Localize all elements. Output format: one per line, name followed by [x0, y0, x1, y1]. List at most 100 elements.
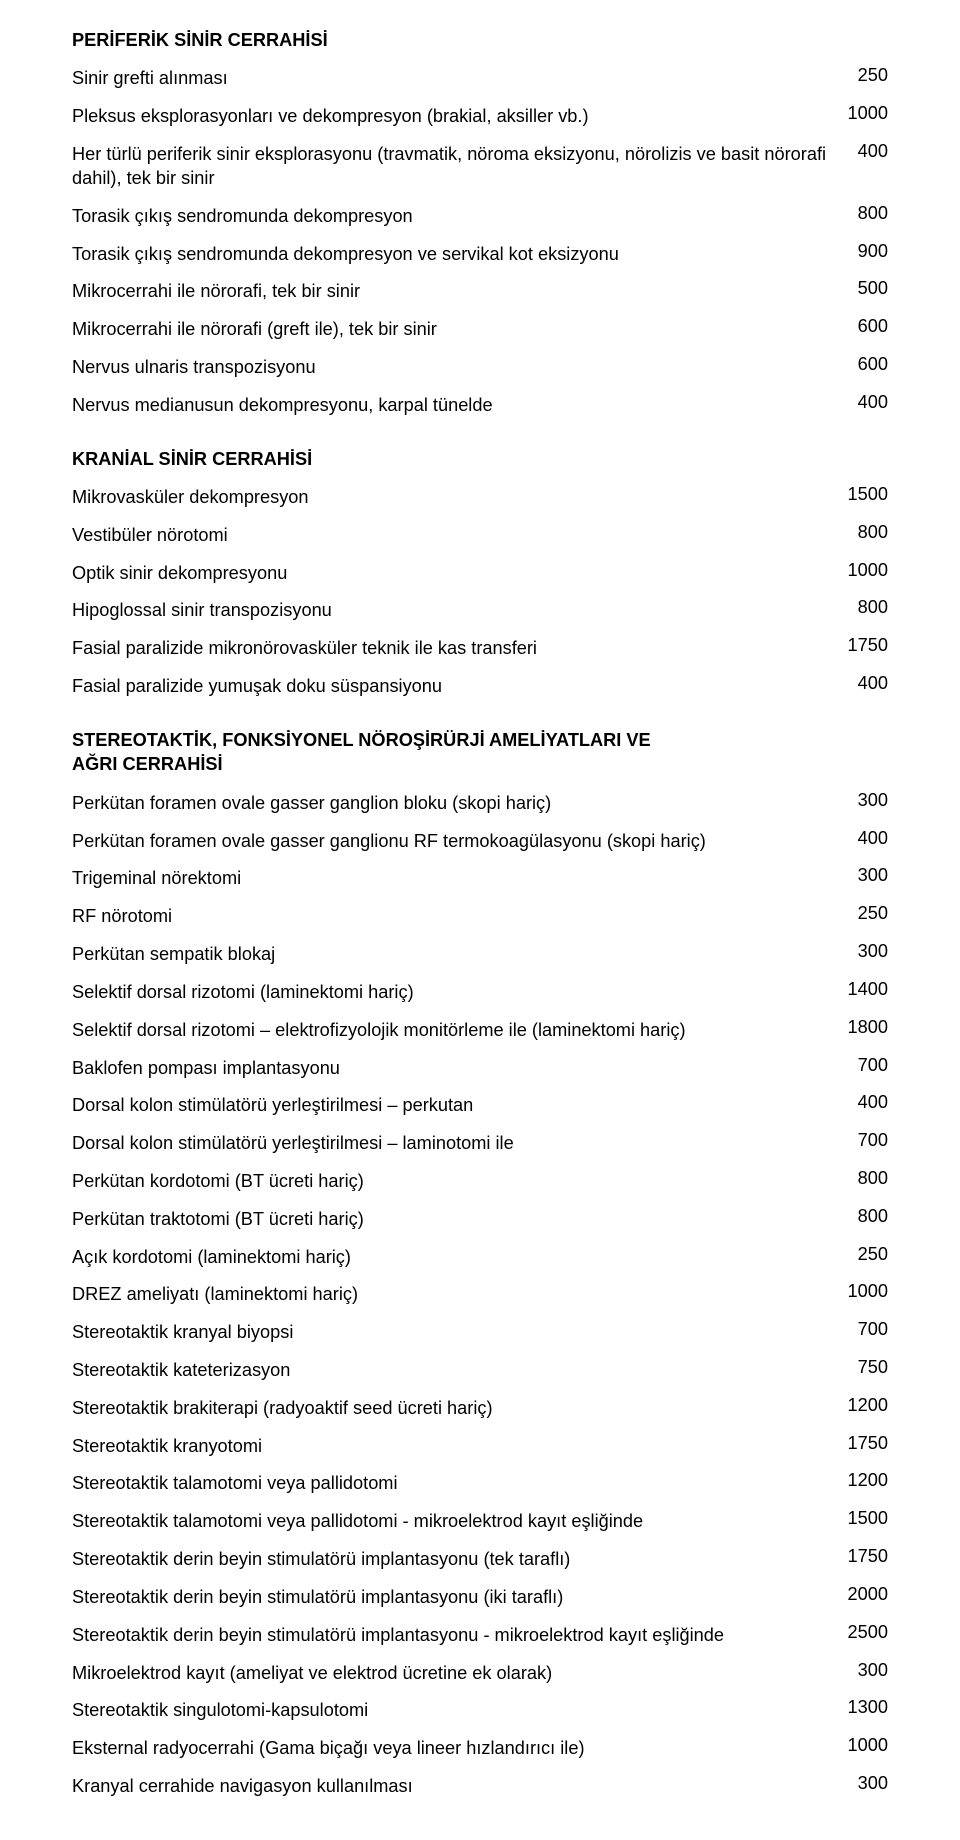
row-value: 800	[858, 598, 888, 616]
table-row: Stereotaktik talamotomi veya pallidotomi…	[72, 1509, 888, 1533]
row-label: Stereotaktik talamotomi veya pallidotomi	[72, 1471, 848, 1495]
row-label: Stereotaktik talamotomi veya pallidotomi…	[72, 1509, 848, 1533]
row-label: Stereotaktik singulotomi-kapsulotomi	[72, 1698, 848, 1722]
row-label: Mikrovasküler dekompresyon	[72, 485, 848, 509]
row-label: Stereotaktik derin beyin stimulatörü imp…	[72, 1623, 848, 1647]
table-row: Hipoglossal sinir transpozisyonu800	[72, 598, 888, 622]
row-value: 1750	[848, 1547, 888, 1565]
row-value: 1200	[848, 1471, 888, 1489]
row-value: 800	[858, 204, 888, 222]
table-row: Torasik çıkış sendromunda dekompresyon80…	[72, 204, 888, 228]
row-label: Açık kordotomi (laminektomi hariç)	[72, 1245, 858, 1269]
section-heading: PERİFERİK SİNİR CERRAHİSİ	[72, 28, 888, 53]
row-label: Perkütan sempatik blokaj	[72, 942, 858, 966]
row-label: Stereotaktik kateterizasyon	[72, 1358, 858, 1382]
row-label: Selektif dorsal rizotomi – elektrofizyol…	[72, 1018, 848, 1042]
table-row: Perkütan traktotomi (BT ücreti hariç)800	[72, 1207, 888, 1231]
row-value: 2500	[848, 1623, 888, 1641]
table-row: Trigeminal nörektomi300	[72, 866, 888, 890]
table-row: Stereotaktik singulotomi-kapsulotomi1300	[72, 1698, 888, 1722]
row-value: 900	[858, 242, 888, 260]
row-value: 400	[858, 1093, 888, 1111]
row-label: Selektif dorsal rizotomi (laminektomi ha…	[72, 980, 848, 1004]
table-row: Mikroelektrod kayıt (ameliyat ve elektro…	[72, 1661, 888, 1685]
row-label: DREZ ameliyatı (laminektomi hariç)	[72, 1282, 848, 1306]
row-value: 1000	[848, 104, 888, 122]
row-value: 250	[858, 1245, 888, 1263]
row-value: 700	[858, 1056, 888, 1074]
table-row: Perkütan sempatik blokaj300	[72, 942, 888, 966]
row-value: 1000	[848, 1736, 888, 1754]
table-row: Dorsal kolon stimülatörü yerleştirilmesi…	[72, 1093, 888, 1117]
row-value: 750	[858, 1358, 888, 1376]
row-value: 2000	[848, 1585, 888, 1603]
table-row: Stereotaktik derin beyin stimulatörü imp…	[72, 1547, 888, 1571]
table-row: Pleksus eksplorasyonları ve dekompresyon…	[72, 104, 888, 128]
row-label: Stereotaktik kranyotomi	[72, 1434, 848, 1458]
row-label: Hipoglossal sinir transpozisyonu	[72, 598, 858, 622]
table-row: Stereotaktik brakiterapi (radyoaktif see…	[72, 1396, 888, 1420]
row-label: Trigeminal nörektomi	[72, 866, 858, 890]
row-label: Perkütan traktotomi (BT ücreti hariç)	[72, 1207, 858, 1231]
row-label: Torasik çıkış sendromunda dekompresyon	[72, 204, 858, 228]
row-label: Fasial paralizide yumuşak doku süspansiy…	[72, 674, 858, 698]
table-row: Vestibüler nörotomi800	[72, 523, 888, 547]
row-value: 700	[858, 1320, 888, 1338]
row-label: Dorsal kolon stimülatörü yerleştirilmesi…	[72, 1131, 858, 1155]
document-body: PERİFERİK SİNİR CERRAHİSİ Sinir grefti al…	[72, 28, 888, 1798]
row-label: Dorsal kolon stimülatörü yerleştirilmesi…	[72, 1093, 858, 1117]
table-row: Selektif dorsal rizotomi (laminektomi ha…	[72, 980, 888, 1004]
table-row: Stereotaktik derin beyin stimulatörü imp…	[72, 1623, 888, 1647]
section-heading: KRANİAL SİNİR CERRAHİSİ	[72, 447, 888, 472]
row-label: Eksternal radyocerrahi (Gama biçağı veya…	[72, 1736, 848, 1760]
row-label: Sinir grefti alınması	[72, 66, 858, 90]
row-value: 1750	[848, 636, 888, 654]
table-row: Mikrocerrahi ile nörorafi (greft ile), t…	[72, 317, 888, 341]
row-label: Nervus medianusun dekompresyonu, karpal …	[72, 393, 858, 417]
row-label: Mikrocerrahi ile nörorafi (greft ile), t…	[72, 317, 858, 341]
row-value: 800	[858, 1207, 888, 1225]
row-label: Perkütan foramen ovale gasser ganglionu …	[72, 829, 858, 853]
row-value: 250	[858, 66, 888, 84]
row-value: 1800	[848, 1018, 888, 1036]
table-row: Perkütan foramen ovale gasser ganglion b…	[72, 791, 888, 815]
row-value: 1400	[848, 980, 888, 998]
row-label: Perkütan kordotomi (BT ücreti hariç)	[72, 1169, 858, 1193]
row-value: 300	[858, 1774, 888, 1792]
table-row: Stereotaktik kranyal biyopsi700	[72, 1320, 888, 1344]
table-row: Dorsal kolon stimülatörü yerleştirilmesi…	[72, 1131, 888, 1155]
row-label: Stereotaktik kranyal biyopsi	[72, 1320, 858, 1344]
table-row: Stereotaktik kateterizasyon750	[72, 1358, 888, 1382]
table-row: Fasial paralizide mikronörovasküler tekn…	[72, 636, 888, 660]
row-label: Nervus ulnaris transpozisyonu	[72, 355, 858, 379]
table-row: DREZ ameliyatı (laminektomi hariç)1000	[72, 1282, 888, 1306]
section-gap	[72, 712, 888, 728]
row-label: Mikrocerrahi ile nörorafi, tek bir sinir	[72, 279, 858, 303]
table-row: Selektif dorsal rizotomi – elektrofizyol…	[72, 1018, 888, 1042]
table-row: Kranyal cerrahide navigasyon kullanılmas…	[72, 1774, 888, 1798]
table-row: RF nörotomi250	[72, 904, 888, 928]
row-value: 300	[858, 1661, 888, 1679]
row-value: 1200	[848, 1396, 888, 1414]
table-row: Fasial paralizide yumuşak doku süspansiy…	[72, 674, 888, 698]
table-row: Perkütan kordotomi (BT ücreti hariç)800	[72, 1169, 888, 1193]
row-value: 1750	[848, 1434, 888, 1452]
row-value: 700	[858, 1131, 888, 1149]
row-value: 300	[858, 942, 888, 960]
row-label: Perkütan foramen ovale gasser ganglion b…	[72, 791, 858, 815]
table-row: Perkütan foramen ovale gasser ganglionu …	[72, 829, 888, 853]
section-gap	[72, 431, 888, 447]
row-label: Fasial paralizide mikronörovasküler tekn…	[72, 636, 848, 660]
row-value: 1000	[848, 561, 888, 579]
table-row: Baklofen pompası implantasyonu700	[72, 1056, 888, 1080]
row-label: Mikroelektrod kayıt (ameliyat ve elektro…	[72, 1661, 858, 1685]
row-value: 1500	[848, 1509, 888, 1527]
row-label: Her türlü periferik sinir eksplorasyonu …	[72, 142, 858, 190]
section-heading: STEREOTAKTİK, FONKSİYONEL NÖROŞİRÜRJİ AM…	[72, 728, 888, 777]
table-row: Stereotaktik derin beyin stimulatörü imp…	[72, 1585, 888, 1609]
table-row: Eksternal radyocerrahi (Gama biçağı veya…	[72, 1736, 888, 1760]
row-label: Baklofen pompası implantasyonu	[72, 1056, 858, 1080]
table-row: Stereotaktik talamotomi veya pallidotomi…	[72, 1471, 888, 1495]
row-value: 1300	[848, 1698, 888, 1716]
table-row: Stereotaktik kranyotomi1750	[72, 1434, 888, 1458]
